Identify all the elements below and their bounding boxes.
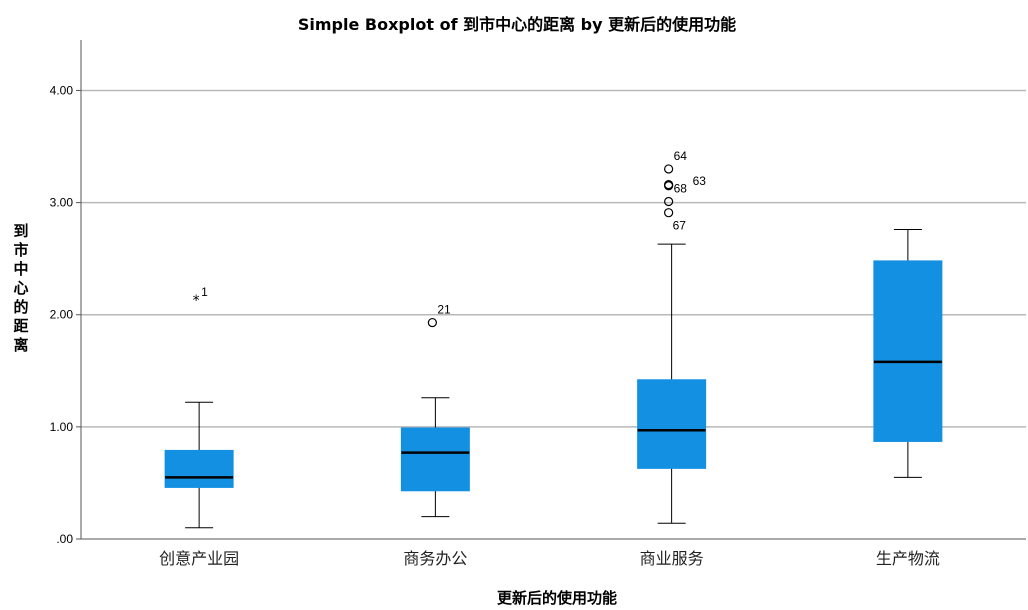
iqr-box [164, 449, 234, 488]
iqr-box [400, 427, 470, 492]
outlier-label: 68 [674, 182, 688, 196]
box-2 [400, 397, 470, 518]
y-axis-title-char: 到 [13, 222, 28, 240]
x-category-label: 商业服务 [640, 549, 704, 568]
y-axis-title-char: 心 [13, 279, 28, 297]
gridlines [81, 89, 1026, 428]
box-4 [873, 229, 943, 478]
outlier-circle [664, 196, 674, 207]
box-series [164, 229, 943, 529]
outlier-label: 1 [201, 285, 208, 299]
outlier-label: 64 [674, 149, 688, 163]
outlier-circle [664, 164, 674, 174]
y-axis-title: 到市中心的距离 [13, 222, 28, 354]
outlier-label: 67 [673, 219, 687, 233]
x-axis-title: 更新后的使用功能 [497, 589, 617, 607]
y-tick-label: 3.00 [50, 196, 74, 210]
y-axis-title-char: 的 [13, 298, 28, 316]
y-axis-title-char: 市 [13, 241, 28, 259]
outlier-circle [664, 181, 674, 191]
y-tick-label: 2.00 [50, 308, 74, 322]
outlier-label: 63 [693, 174, 707, 188]
y-axis-ticks: .00 1.00 2.00 3.00 4.00 [50, 83, 81, 546]
x-axis-categories: 创意产业园 商务办公 商业服务 生产物流 [159, 549, 940, 568]
outlier-label: 21 [437, 303, 451, 317]
y-axis-title-char: 距 [13, 317, 28, 335]
x-category-label: 商务办公 [403, 549, 467, 568]
box-3 [637, 243, 707, 524]
y-axis-title-char: 中 [13, 260, 28, 278]
outlier-star: * [193, 293, 200, 309]
y-tick-label: 1.00 [50, 420, 74, 434]
chart-title: Simple Boxplot of 到市中心的距离 by 更新后的使用功能 [298, 15, 736, 34]
box-1 [164, 401, 234, 529]
outlier-circle [664, 208, 674, 218]
outlier-points: *1 21 64 68 63 67 [193, 149, 707, 328]
iqr-box [637, 379, 707, 469]
y-tick-label: 4.00 [50, 83, 74, 97]
x-category-label: 创意产业园 [159, 549, 239, 568]
y-tick-label: .00 [56, 532, 73, 546]
x-category-label: 生产物流 [876, 549, 940, 568]
iqr-box [873, 260, 943, 442]
outlier-circle [427, 317, 437, 328]
y-axis-title-char: 离 [13, 336, 28, 354]
